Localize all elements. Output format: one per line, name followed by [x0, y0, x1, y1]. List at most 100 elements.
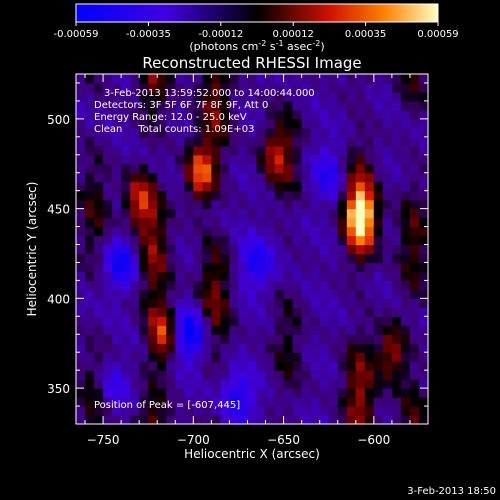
heatmap-cell [355, 163, 366, 174]
heatmap-cell [355, 415, 366, 424]
heatmap-cell [85, 289, 95, 299]
heatmap-cell [94, 388, 104, 398]
heatmap-cell [247, 172, 258, 183]
heatmap-cell [220, 388, 230, 398]
heatmap-cell [220, 127, 230, 138]
heatmap-cell [229, 379, 239, 389]
heatmap-cell [319, 343, 330, 353]
heatmap-cell [337, 118, 348, 129]
heatmap-cell [301, 289, 312, 299]
heatmap-cell [346, 361, 357, 371]
heatmap-cell [319, 217, 330, 228]
heatmap-cell [364, 100, 375, 111]
heatmap-cell [157, 316, 167, 326]
heatmap-cell [373, 100, 384, 111]
heatmap-cell [247, 145, 258, 156]
heatmap-cell [130, 208, 140, 219]
heatmap-cell [76, 100, 86, 111]
heatmap-cell [184, 163, 194, 174]
heatmap-cell [355, 208, 366, 219]
heatmap-cell [283, 415, 294, 424]
heatmap-cell [238, 271, 249, 281]
heatmap-cell [328, 136, 339, 147]
heatmap-cell [157, 190, 167, 201]
heatmap-cell [202, 145, 212, 156]
heatmap-cell [85, 334, 95, 344]
heatmap-cell [148, 83, 158, 93]
heatmap-cell [301, 352, 312, 362]
heatmap-cell [193, 118, 203, 129]
heatmap-cell [292, 208, 303, 219]
heatmap-cell [184, 208, 194, 219]
heatmap-cell [301, 280, 312, 290]
heatmap-cell [139, 271, 149, 281]
heatmap-cell [220, 262, 230, 273]
heatmap-cell [139, 370, 149, 380]
heatmap-cell [193, 136, 203, 147]
heatmap-cell [229, 352, 239, 362]
heatmap-cell [184, 172, 194, 183]
heatmap-cell [382, 118, 393, 129]
heatmap-cell [274, 280, 285, 290]
heatmap-cell [238, 172, 249, 183]
heatmap-cell [382, 280, 393, 290]
heatmap-cell [229, 163, 239, 174]
heatmap-cell [166, 406, 176, 416]
heatmap-cell [76, 307, 86, 317]
heatmap-cell [247, 83, 258, 93]
heatmap-cell [400, 325, 411, 335]
heatmap-cell [247, 181, 258, 192]
heatmap-cell [85, 145, 95, 156]
annotation-clean-counts: Clean Total counts: 1.09E+03 [94, 124, 254, 135]
heatmap-cell [310, 415, 321, 424]
heatmap-cell [166, 280, 176, 290]
heatmap-cell [85, 226, 95, 237]
heatmap-cell [355, 226, 366, 237]
heatmap-cell [292, 154, 303, 165]
heatmap-cell [157, 235, 167, 246]
heatmap-cell [391, 271, 402, 281]
heatmap-cell [193, 325, 203, 335]
heatmap-cell [157, 100, 167, 111]
heatmap-cell [175, 370, 185, 380]
heatmap-cell [310, 289, 321, 299]
heatmap-cell [202, 343, 212, 353]
heatmap-cell [139, 244, 149, 255]
heatmap-cell [94, 325, 104, 335]
heatmap-cell [274, 181, 285, 192]
heatmap-cell [166, 325, 176, 335]
x-tick-label: −650 [267, 433, 300, 447]
heatmap-cell [274, 91, 285, 102]
heatmap-cell [319, 379, 330, 389]
heatmap-cell [202, 361, 212, 371]
heatmap-cell [157, 388, 167, 398]
x-tick-label: −600 [357, 433, 390, 447]
heatmap-cell [419, 172, 428, 183]
heatmap-cell [157, 83, 167, 93]
heatmap-cell [382, 208, 393, 219]
heatmap-cell [238, 181, 249, 192]
heatmap-cell [328, 208, 339, 219]
heatmap-cell [355, 388, 366, 398]
heatmap-cell [355, 280, 366, 290]
heatmap-cell [328, 289, 339, 299]
heatmap-cell [256, 136, 267, 147]
heatmap-cell [112, 190, 122, 201]
heatmap-cell [337, 199, 348, 210]
heatmap-cell [130, 379, 140, 389]
heatmap-cell [319, 199, 330, 210]
heatmap-cell [364, 172, 375, 183]
heatmap-cell [301, 397, 312, 407]
heatmap-cell [193, 91, 203, 102]
heatmap-cell [256, 325, 267, 335]
heatmap-cell [238, 388, 249, 398]
heatmap-cell [382, 343, 393, 353]
heatmap-cell [292, 271, 303, 281]
heatmap-cell [148, 118, 158, 129]
heatmap-cell [373, 145, 384, 156]
heatmap-cell [373, 154, 384, 165]
heatmap-cell [283, 226, 294, 237]
heatmap-cell [130, 262, 140, 273]
heatmap-cell [76, 406, 86, 416]
